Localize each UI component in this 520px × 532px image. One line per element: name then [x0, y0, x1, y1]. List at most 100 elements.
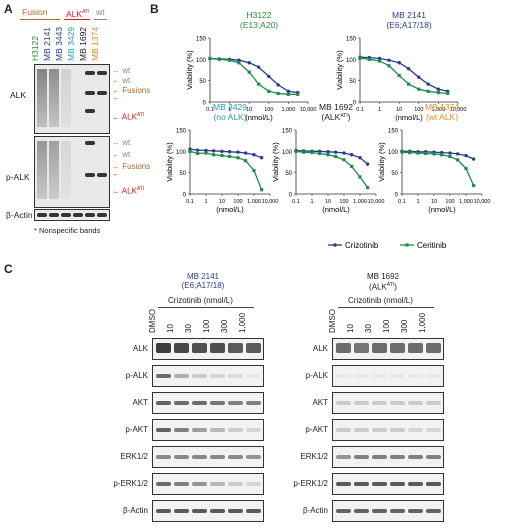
c-band [426, 509, 441, 513]
x-axis-label: (nmol/L) [428, 205, 456, 214]
x-tick-label: 0.1 [186, 199, 194, 205]
blot-smear [49, 69, 59, 127]
data-point [267, 89, 271, 93]
x-axis-label: (nmol/L) [216, 205, 244, 214]
data-point [211, 149, 216, 153]
chart-legend: Crizotinib Ceritinib [328, 241, 447, 250]
data-point [259, 156, 264, 160]
data-point [220, 149, 224, 154]
chart-2: MB 2141(E6;A17/18) 0 50 100 150 0.1 1 10 100 1,00… [335, 10, 466, 122]
c-left-treatment-line [158, 307, 254, 308]
y-tick-label: 0 [183, 193, 187, 199]
c-band [174, 343, 189, 353]
palk-blot [34, 136, 110, 208]
c-band [246, 482, 261, 486]
blot-smear [61, 69, 71, 127]
data-point [426, 82, 430, 86]
data-point [252, 153, 256, 157]
c-band [192, 428, 207, 432]
series-line-crizotinib [189, 148, 262, 159]
c-band [192, 455, 207, 459]
c-band [354, 482, 369, 486]
c-band [336, 374, 351, 378]
x-tick-label: 10 [325, 199, 331, 205]
y-axis-label: Viability (%) [335, 50, 344, 90]
data-point [377, 56, 382, 61]
data-point [256, 82, 261, 86]
y-tick-label: 50 [349, 79, 356, 85]
data-point [358, 175, 362, 179]
x-tick-label: 1 [228, 107, 231, 113]
data-point [294, 149, 298, 153]
c-lane-label: 300 [400, 319, 409, 333]
data-point [286, 92, 290, 96]
c-band [390, 401, 405, 405]
data-point [252, 168, 256, 173]
data-point [237, 61, 241, 65]
chart-subtitle: (E6;A17/18) [386, 20, 432, 30]
c-band [408, 374, 423, 378]
x-tick-label: 100 [445, 199, 454, 205]
c-band [246, 374, 261, 378]
c-lane-label: 100 [382, 319, 391, 333]
c-band [174, 374, 189, 378]
c-band [390, 343, 405, 353]
c-band [354, 428, 369, 432]
y-tick-label: 100 [388, 150, 399, 156]
c-band [426, 428, 441, 432]
c-band [408, 401, 423, 405]
data-point [302, 150, 306, 154]
blot-band [85, 91, 95, 95]
c-band [246, 343, 261, 353]
data-point [397, 73, 401, 78]
x-tick-label: 10 [396, 107, 402, 113]
nonspecific-footnote: * Nonspecific bands [34, 226, 101, 235]
c-lane-label: DMSO [148, 309, 157, 333]
y-tick-label: 100 [282, 150, 293, 156]
blot-smear [37, 69, 47, 127]
c-blot [332, 338, 444, 360]
blot-smear [61, 141, 71, 199]
series-line-crizotinib [359, 56, 448, 92]
data-point [334, 154, 338, 159]
data-point [342, 151, 346, 155]
blot-band [85, 109, 95, 113]
c-band [354, 343, 369, 353]
x-tick-label: 10,000 [300, 107, 317, 113]
band-marker: ← Fusions [112, 86, 151, 95]
actin-band [85, 213, 95, 217]
c-lane-label: 1,000 [418, 312, 427, 333]
c-band [246, 455, 261, 459]
c-blot [332, 500, 444, 522]
x-tick-label: 10,000 [368, 199, 385, 205]
c-blot [152, 419, 264, 441]
c-band [192, 509, 207, 513]
c-band [336, 428, 351, 432]
c-lane-label: 100 [202, 319, 211, 333]
y-tick-label: 150 [176, 129, 187, 135]
data-point [426, 89, 430, 93]
band-marker: ← Fusions [112, 162, 151, 171]
x-tick-label: 100 [414, 107, 423, 113]
data-point [286, 89, 291, 94]
data-point [333, 150, 338, 154]
data-point [367, 57, 371, 61]
chart-title: MB 1374 [425, 102, 459, 112]
data-point [436, 91, 440, 95]
data-point [208, 56, 212, 61]
blot-smear [37, 141, 47, 199]
data-point [432, 152, 436, 156]
c-lane-label: DMSO [328, 309, 337, 333]
x-tick-label: 10 [219, 199, 225, 205]
y-tick-label: 50 [391, 171, 398, 177]
x-tick-label: 10 [246, 107, 252, 113]
x-tick-label: 100 [233, 199, 242, 205]
y-axis-label: Viability (%) [165, 142, 174, 182]
x-axis-label: (nmol/L) [395, 113, 423, 122]
data-point [220, 154, 224, 158]
c-blot [332, 446, 444, 468]
data-point [243, 151, 248, 155]
y-tick-label: 150 [346, 37, 357, 43]
data-point [310, 151, 314, 155]
